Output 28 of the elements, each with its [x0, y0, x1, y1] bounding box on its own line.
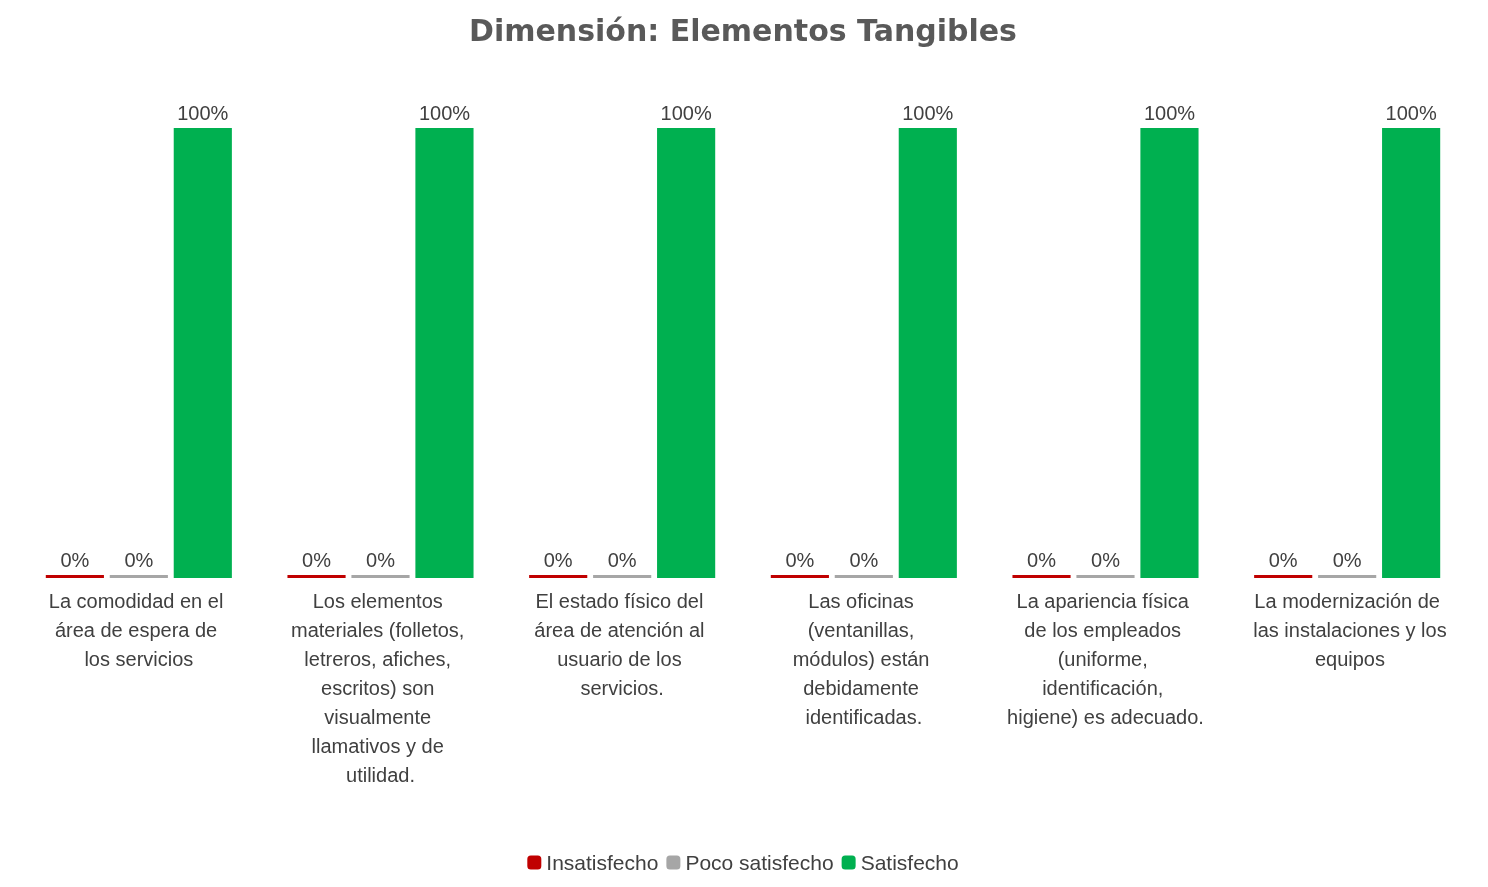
data-label: 0%: [849, 549, 879, 571]
data-label: 0%: [60, 549, 90, 571]
data-label: 0%: [607, 549, 637, 571]
data-label: 0%: [1332, 549, 1362, 571]
data-label: 0%: [1027, 549, 1057, 571]
data-label: 0%: [302, 549, 332, 571]
x-tick-label: Las oficinas (ventanillas, módulos) están debidamente identificadas.: [792, 589, 935, 728]
x-tick-label: La comodidad en el área de espera de los servicios: [48, 589, 229, 670]
legend-label: Insatisfecho: [546, 851, 659, 874]
x-tick-label: El estado físico del área de atención al usuario de los servicios.: [534, 589, 711, 699]
data-label: 100%: [177, 102, 229, 124]
data-label: 0%: [1268, 549, 1298, 571]
data-label: 100%: [418, 102, 471, 124]
data-label: 100%: [1143, 102, 1196, 124]
x-tick-label: La modernización de las instalaciones y los equipos: [1247, 589, 1447, 670]
chart-title: Dimensión: Elementos Tangibles: [469, 12, 1017, 48]
data-label: 0%: [543, 549, 573, 571]
data-label: 0%: [785, 549, 815, 571]
legend-label: Satisfecho: [860, 851, 959, 874]
data-label: 0%: [366, 549, 396, 571]
data-label: 0%: [1091, 549, 1121, 571]
x-tick-label: Los elementos materiales (folletos, letreros, afiches, escritos) son visualmente llamativos y de utilidad.: [291, 589, 470, 786]
legend-label: Poco satisfecho: [685, 851, 834, 874]
data-label: 0%: [124, 549, 154, 571]
data-label: 100%: [660, 102, 712, 124]
x-tick-label: La apariencia física de los empleados (uniforme, identificación, higiene) es adecuado.: [1007, 589, 1204, 728]
data-label: 100%: [902, 102, 954, 124]
data-label: 100%: [1385, 102, 1437, 124]
